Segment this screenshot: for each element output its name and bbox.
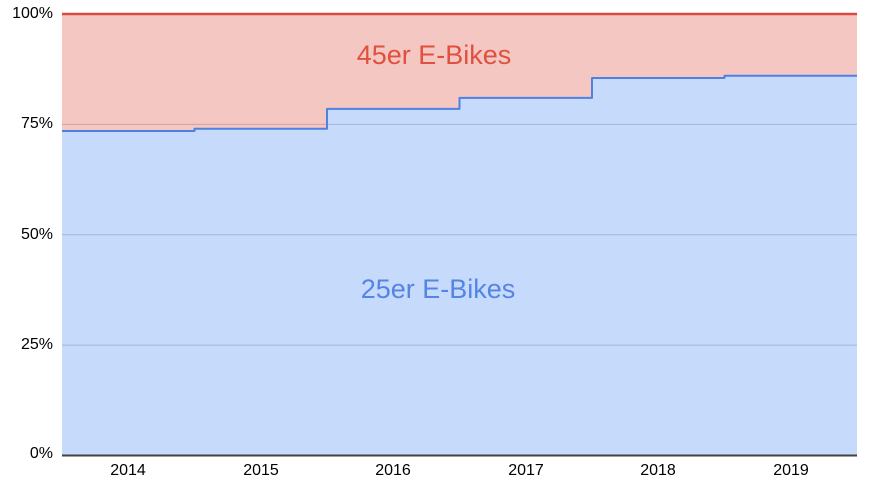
y-tick-label: 0%	[29, 445, 53, 462]
x-tick-label: 2019	[773, 462, 809, 479]
x-tick-label: 2016	[375, 462, 411, 479]
y-tick-label: 50%	[20, 226, 53, 243]
series-label-45er: 45er E-Bikes	[356, 40, 512, 70]
x-tick-label: 2018	[640, 462, 676, 479]
x-tick-label: 2017	[508, 462, 544, 479]
x-tick-label: 2015	[243, 462, 279, 479]
y-tick-label: 100%	[12, 5, 53, 22]
y-tick-label: 75%	[20, 115, 53, 132]
x-tick-label: 2014	[110, 462, 146, 479]
y-tick-label: 25%	[20, 336, 53, 353]
series-label-25er: 25er E-Bikes	[360, 274, 516, 304]
